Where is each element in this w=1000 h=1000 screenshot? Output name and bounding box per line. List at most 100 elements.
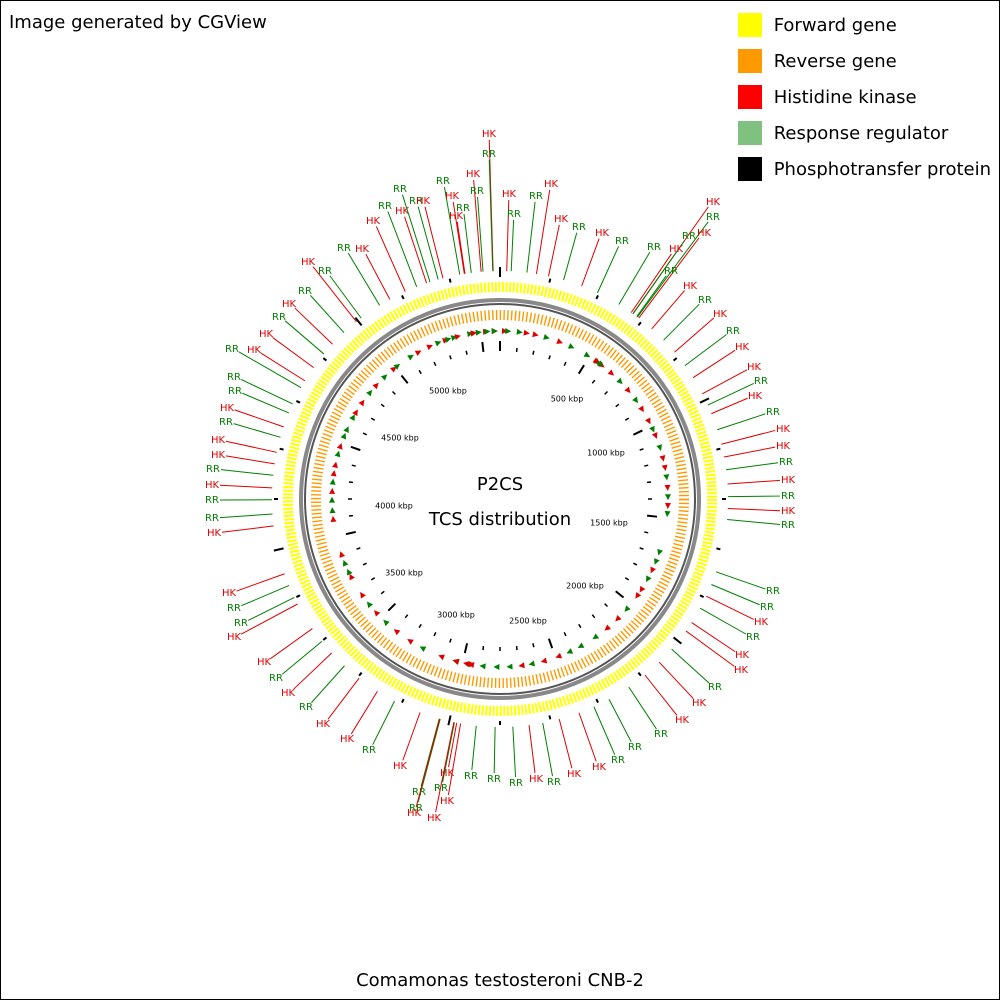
feature-label: RR [225, 344, 239, 355]
scale-label: 4000 kbp [375, 502, 413, 511]
feature-marker [555, 652, 563, 659]
feature-label: RR [682, 231, 696, 242]
feature-connector [702, 369, 748, 395]
feature-connector [618, 251, 651, 305]
feature-label: HK [211, 435, 226, 446]
feature-marker [329, 487, 336, 494]
backbone-outer [299, 298, 701, 700]
feature-marker [501, 327, 508, 334]
feature-connector [463, 213, 472, 273]
feature-marker [393, 629, 401, 636]
feature-label: RR [434, 783, 448, 794]
scale-tick [362, 562, 367, 566]
feature-label: RR [205, 495, 219, 506]
feature-label: HK [393, 761, 408, 772]
feature-marker [663, 474, 670, 481]
feature-label: RR [482, 149, 496, 160]
scale-tick [577, 364, 585, 375]
feature-marker [607, 369, 615, 376]
scale-tick [356, 547, 361, 550]
feature-connector [281, 640, 323, 675]
feature-marker [475, 329, 482, 336]
feature-label: HK [502, 189, 517, 200]
scale-tick [418, 623, 422, 629]
feature-label: HK [259, 329, 274, 340]
feature-label: RR [487, 774, 501, 785]
center-subtitle: TCS distribution [428, 509, 571, 530]
feature-connector [219, 513, 273, 519]
feature-label: RR [726, 326, 740, 337]
feature-marker [596, 360, 604, 367]
legend-item: Forward gene [737, 7, 991, 43]
feature-label: HK [227, 632, 242, 643]
feature-label: HK [735, 650, 750, 661]
feature-label: RR [615, 236, 629, 247]
feature-connector [727, 495, 781, 498]
feature-connector [593, 706, 616, 755]
outer-tick [548, 715, 552, 720]
feature-connector [241, 584, 290, 607]
feature-connector [293, 652, 333, 690]
feature-label: RR [409, 196, 423, 207]
legend-item: Reverse gene [737, 43, 991, 79]
feature-marker [639, 585, 646, 593]
feature-marker [615, 615, 622, 622]
feature-connector [674, 317, 715, 353]
feature-marker [664, 484, 671, 491]
feature-connector [420, 718, 440, 787]
feature-connector [375, 226, 406, 292]
feature-connector [435, 722, 455, 813]
feature-label: RR [628, 742, 642, 753]
feature-connector [721, 429, 776, 445]
scale-tick [380, 403, 385, 408]
feature-marker [604, 624, 612, 631]
feature-label: RR [647, 242, 661, 253]
scale-label: 500 kbp [551, 395, 584, 404]
feature-marker [360, 592, 366, 599]
feature-label: RR [456, 203, 470, 214]
scale-tick [362, 432, 367, 436]
feature-label: HK [211, 450, 226, 461]
legend-swatch [737, 49, 762, 73]
feature-label: RR [706, 212, 720, 223]
scale-tick [615, 403, 620, 408]
scale-tick [644, 464, 649, 467]
scale-tick [615, 590, 625, 599]
feature-connector [233, 423, 281, 438]
scale-tick [433, 361, 437, 366]
feature-connector [542, 722, 553, 777]
feature-connector [727, 519, 781, 525]
feature-label: RR [781, 520, 795, 531]
scale-tick [624, 577, 630, 581]
feature-label: HK [554, 214, 569, 225]
feature-connector [711, 397, 748, 415]
feature-connector [236, 573, 285, 592]
feature-marker [426, 344, 433, 351]
feature-label: RR [572, 222, 586, 233]
feature-marker [336, 443, 343, 450]
backbone-inner [304, 303, 696, 695]
legend-swatch [737, 13, 762, 37]
feature-marker [506, 663, 513, 670]
feature-label: HK [282, 299, 297, 310]
feature-label: RR [234, 618, 248, 629]
feature-marker [649, 425, 655, 433]
feature-marker [329, 496, 336, 503]
outer-tick [672, 357, 678, 362]
feature-connector [706, 595, 754, 620]
scale-label: 2500 kbp [509, 617, 547, 626]
feature-marker [372, 382, 379, 390]
feature-label: RR [781, 491, 795, 502]
scale-tick [639, 448, 644, 451]
feature-connector [347, 252, 381, 306]
scale-tick [646, 514, 658, 518]
feature-label: HK [754, 617, 769, 628]
scale-tick [449, 355, 452, 360]
feature-marker [419, 646, 427, 652]
feature-connector [608, 699, 632, 742]
feature-label: RR [654, 729, 668, 740]
feature-label: HK [734, 665, 749, 676]
scale-label: 1500 kbp [590, 519, 628, 528]
outer-tick [716, 447, 721, 451]
feature-label: HK [748, 391, 763, 402]
